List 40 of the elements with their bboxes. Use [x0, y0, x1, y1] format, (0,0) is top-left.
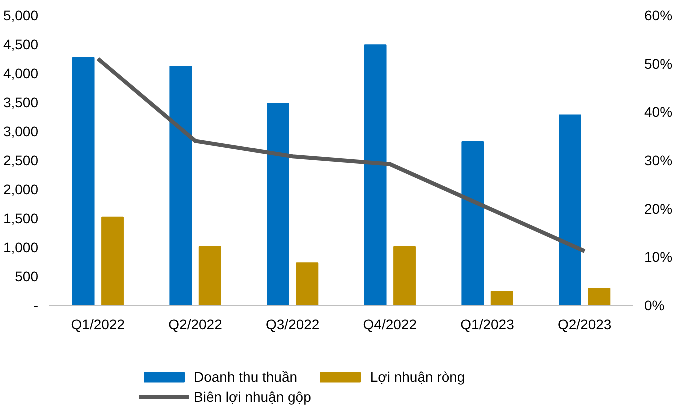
y-tick-label: 2,000: [3, 182, 39, 198]
bar: [72, 57, 95, 306]
bar: [462, 141, 484, 306]
x-tick-label: Q2/2022: [168, 316, 223, 332]
x-tick-label: Q1/2023: [460, 316, 515, 332]
y2-tick-label: 10%: [644, 249, 673, 266]
bar: [102, 216, 124, 306]
bar: [588, 288, 611, 306]
y-tick-label: 3,000: [3, 124, 39, 140]
bar: [170, 66, 192, 306]
y-tick-label: 4,500: [3, 36, 39, 52]
x-tick-label: Q4/2022: [363, 316, 418, 332]
bar: [198, 246, 222, 306]
y2-tick-label: 40%: [644, 104, 673, 120]
y2-tick-label: 0%: [644, 298, 665, 314]
bar: [490, 291, 514, 306]
y2-tick-label: 30%: [644, 152, 673, 168]
y-tick-label: 1,500: [3, 210, 39, 226]
bar: [394, 246, 416, 306]
legend-label: Biên lợi nhuận gộp: [194, 389, 312, 405]
legend-label: Doanh thu thuần: [194, 369, 298, 385]
bar: [364, 44, 387, 306]
bar: [296, 262, 319, 306]
bar: [267, 103, 290, 306]
y-tick-label: 500: [15, 268, 39, 284]
y2-tick-label: 60%: [644, 8, 673, 24]
x-tick-label: Q3/2022: [266, 316, 320, 332]
y2-tick-label: 20%: [644, 200, 673, 217]
x-tick-label: Q1/2022: [71, 316, 126, 332]
line-series: [96, 57, 587, 254]
y-tick-label: 3,500: [3, 94, 39, 110]
bar: [559, 114, 582, 306]
y-tick-label: 5,000: [3, 8, 39, 24]
x-tick-label: Q2/2023: [558, 316, 612, 332]
y2-tick-label: 50%: [644, 56, 673, 72]
y-tick-label: 1,000: [3, 240, 39, 256]
y-tick-label: 4,000: [3, 66, 39, 82]
legend-label: Lợi nhuận ròng: [370, 369, 466, 385]
y-tick-label: 2,500: [3, 152, 39, 168]
y-tick-label: -: [34, 298, 39, 314]
